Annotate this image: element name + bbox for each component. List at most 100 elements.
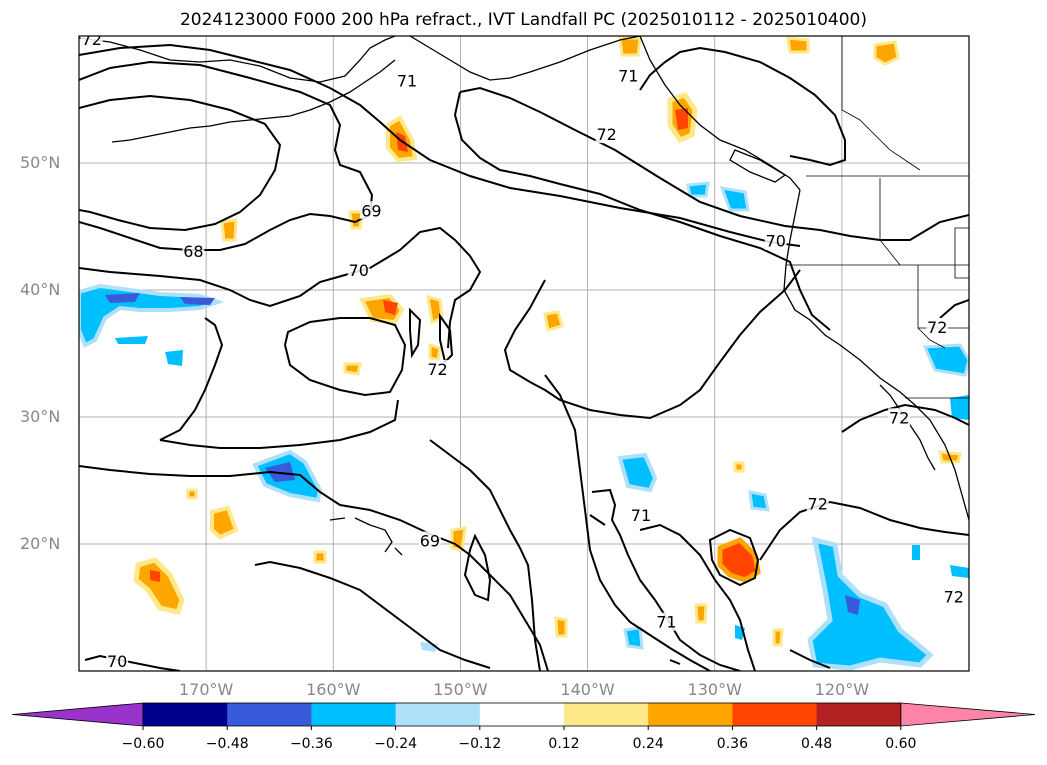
contour-label-bg	[888, 408, 911, 427]
contour-line	[939, 299, 969, 319]
pos-anomaly	[220, 218, 238, 242]
neg-anomaly	[623, 626, 644, 650]
pos-anomaly	[618, 36, 642, 57]
contour-line	[79, 94, 282, 232]
contour-label-bg	[764, 231, 787, 250]
colorbar-swatch	[143, 703, 228, 726]
contour-label-bg	[360, 201, 383, 220]
contour-label-bg	[418, 531, 441, 550]
contour-line	[159, 399, 399, 449]
contour-line	[759, 500, 969, 561]
contour-line	[503, 269, 801, 420]
contour-label: 71	[397, 72, 417, 91]
pos-anomaly	[733, 461, 745, 473]
lon-tick-label: 140°W	[560, 680, 615, 699]
colorbar-swatch	[816, 703, 902, 726]
contour-line	[254, 560, 491, 669]
colorbar-tick-label: 0.24	[632, 736, 664, 752]
neg-anomaly	[719, 186, 750, 212]
contour-label-bg	[942, 587, 965, 606]
lat-tick-label: 50°N	[20, 153, 61, 172]
contour-label-bg	[106, 652, 129, 671]
neg-anomaly	[686, 181, 710, 198]
pos-anomaly	[348, 210, 364, 230]
contour-line	[453, 91, 831, 331]
shaded-anomalies	[79, 36, 969, 671]
contour-line	[639, 46, 846, 167]
contour-line	[789, 649, 831, 669]
lon-tick-label: 150°W	[433, 680, 488, 699]
pos-anomaly	[343, 362, 362, 376]
colorbar-frame	[142, 702, 902, 727]
contour-label: 72	[944, 587, 964, 606]
hawaii-islands	[329, 517, 403, 556]
neg-anomaly	[950, 565, 969, 578]
colorbar-swatch	[479, 703, 565, 726]
coastlines	[79, 36, 969, 556]
chart-title: 2024123000 F000 200 hPa refract., IVT La…	[179, 10, 867, 30]
colorbar-swatch	[227, 703, 312, 726]
neg-anomaly	[180, 297, 215, 305]
alaska-coast	[79, 36, 396, 83]
neg-anomaly	[922, 343, 969, 377]
colorbar-tick-label: −0.48	[205, 736, 249, 752]
lat-tick-label: 40°N	[20, 280, 61, 299]
contour-label-bg	[595, 125, 618, 144]
colorbar-tick-label: −0.24	[374, 736, 418, 752]
plot-frame	[78, 35, 970, 672]
colorbar-swatch	[395, 703, 481, 726]
colorbar-tick-label: 0.60	[885, 736, 917, 752]
pos-anomaly	[186, 488, 198, 500]
pos-anomaly	[717, 537, 761, 583]
pos-anomaly	[210, 505, 239, 540]
contour-label: 72	[596, 125, 616, 144]
contour-label: 71	[656, 613, 676, 632]
alaska-peninsula	[111, 59, 396, 143]
contour-label: 71	[618, 67, 638, 86]
pos-anomaly	[543, 310, 564, 332]
pos-anomaly	[786, 36, 810, 54]
contour-label-bg	[617, 66, 640, 85]
vancouver-island	[729, 149, 787, 183]
pos-anomaly	[428, 342, 442, 362]
contour-line	[639, 523, 756, 671]
contour-label-bg	[347, 260, 370, 279]
colorbar-extend-high	[900, 702, 1036, 727]
pos-anomaly	[133, 557, 185, 615]
pos-anomaly	[694, 603, 708, 624]
contour-label: 68	[183, 242, 203, 261]
contour-line	[841, 403, 969, 433]
colorbar-tick-label: 0.48	[801, 736, 833, 752]
contour-label: 70	[107, 652, 127, 671]
contour-line	[544, 374, 711, 671]
bc-coast	[639, 36, 801, 191]
contour-label: 72	[889, 408, 909, 427]
contour-line	[463, 533, 492, 602]
contour-line	[79, 226, 482, 349]
neg-anomaly	[79, 283, 225, 348]
pos-anomaly	[383, 300, 398, 315]
pos-anomaly	[873, 40, 900, 66]
contour-label: 70	[349, 261, 369, 280]
contour-line	[159, 317, 224, 441]
contour-line	[79, 465, 549, 671]
contour-label: 69	[361, 201, 381, 220]
lat-tick-label: 30°N	[20, 407, 61, 426]
pos-anomaly	[554, 616, 568, 638]
lon-tick-label: 120°W	[814, 680, 870, 699]
contour-line	[589, 514, 681, 665]
contour-label: 72	[427, 360, 447, 379]
neg-anomaly	[748, 490, 770, 512]
neg-anomaly	[845, 595, 860, 615]
contour-label-bg	[629, 506, 652, 525]
contour-line	[283, 317, 407, 397]
contour-label-bg	[426, 360, 449, 379]
colorbar-tick-label: 0.36	[716, 736, 748, 752]
neg-anomaly	[807, 536, 934, 671]
colorbar-extend-low	[11, 702, 144, 727]
neg-anomaly	[115, 336, 148, 344]
contour-label-bg	[926, 318, 949, 337]
political-borders	[786, 36, 969, 399]
neg-anomaly	[105, 293, 140, 303]
contour-line	[429, 439, 541, 671]
